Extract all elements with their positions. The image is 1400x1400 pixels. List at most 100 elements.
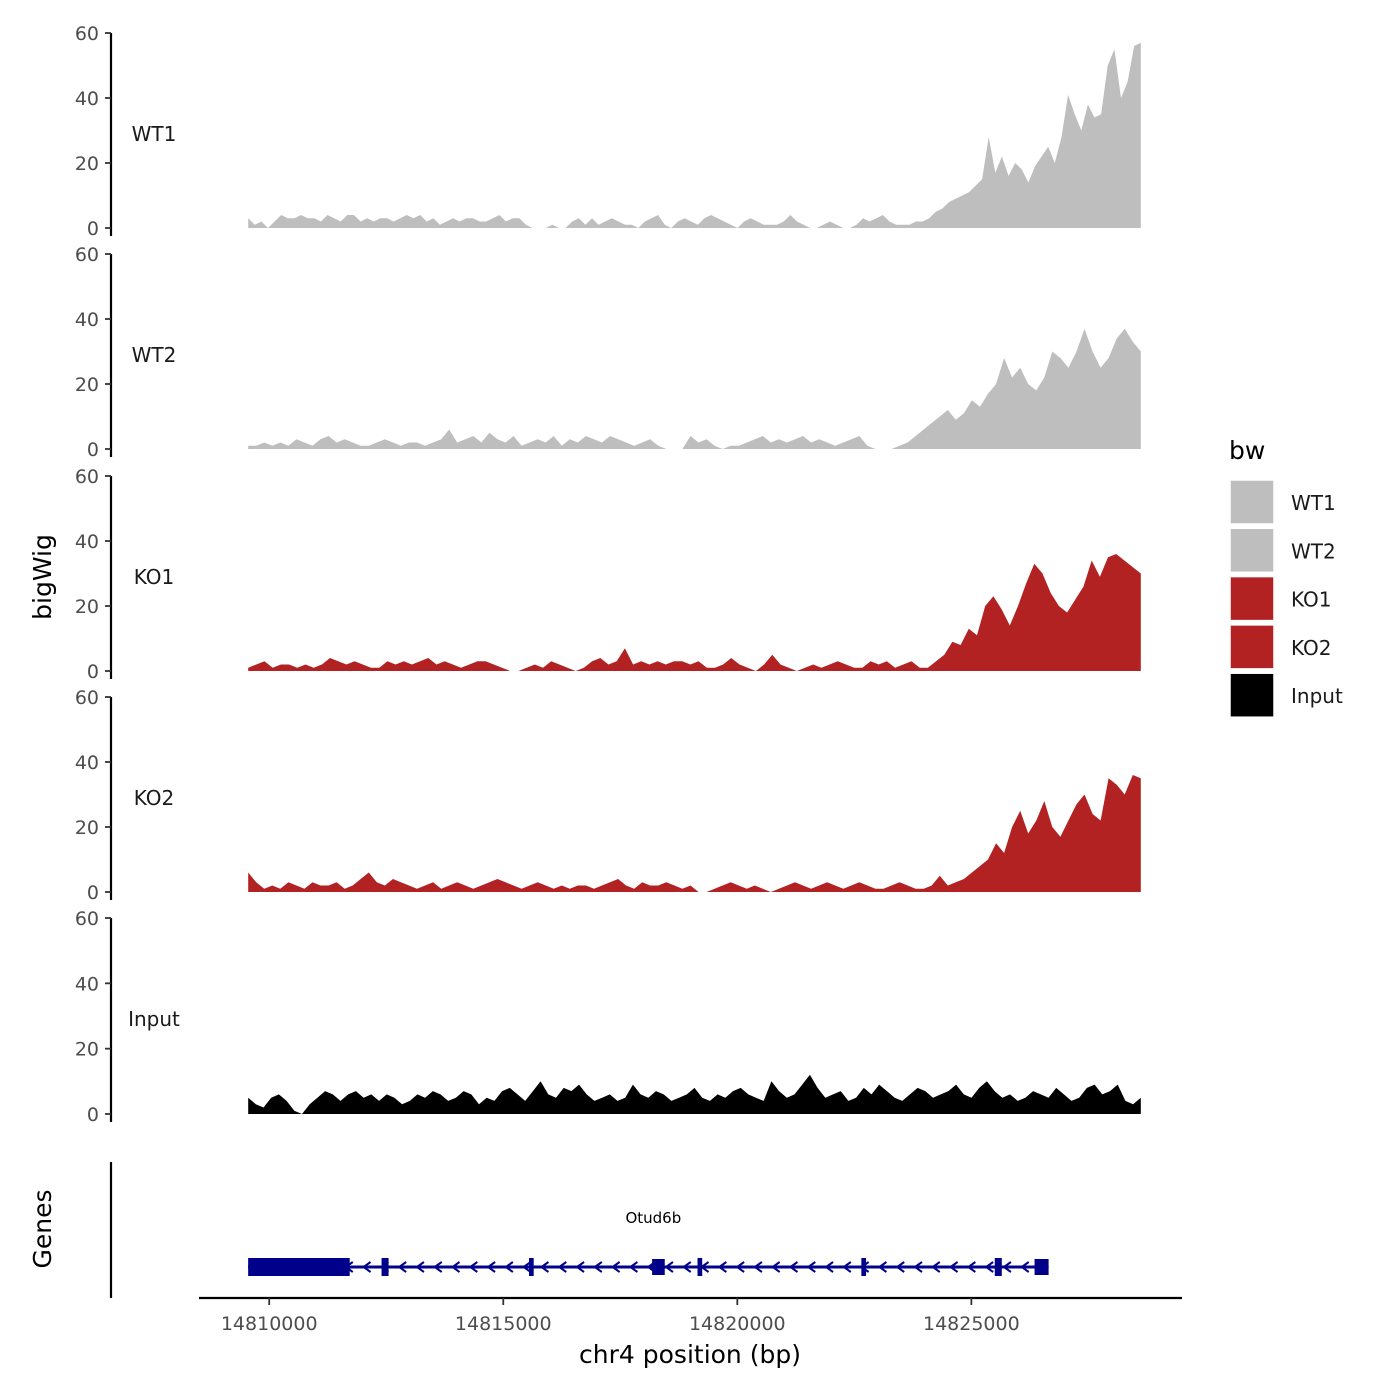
strand-arrow (433, 1261, 443, 1273)
track-label-input: Input (128, 1007, 180, 1031)
x-tick-label: 14820000 (689, 1313, 786, 1335)
y-tick-label: 40 (75, 531, 99, 553)
legend-item-wt2: WT2 (1229, 527, 1336, 574)
legend-item-wt1: WT1 (1229, 479, 1336, 525)
gene-exon (248, 1258, 350, 1276)
x-tick-label: 14810000 (221, 1313, 318, 1335)
y-tick-label: 20 (75, 596, 99, 618)
strand-arrow (895, 1261, 905, 1273)
legend-swatch (1229, 527, 1275, 574)
legend-label: WT1 (1291, 491, 1336, 515)
signal-area-ko2 (248, 775, 1141, 892)
y-tick-label: 20 (75, 1039, 99, 1061)
y-tick-label: 0 (87, 439, 99, 461)
gene-exon (1034, 1259, 1049, 1275)
track-label-ko1: KO1 (134, 565, 175, 589)
strand-arrow (575, 1261, 585, 1273)
strand-arrow (539, 1261, 550, 1273)
y-tick-label: 40 (75, 88, 99, 110)
legend-label: WT2 (1291, 539, 1336, 563)
y-tick-label: 20 (75, 153, 99, 175)
strand-arrow (984, 1261, 994, 1273)
signal-tracks: 0 20 40 60 WT1 0 20 40 60 WT2 0 20 40 60 KO1 0 20 40 60 KO2… (75, 23, 1141, 1126)
gene-name-label: Otud6b (625, 1209, 681, 1227)
strand-arrow (788, 1261, 799, 1273)
x-axis: 14810000 14815000 14820000 14825000 (199, 1296, 1182, 1335)
x-tick-label: 14815000 (455, 1313, 552, 1335)
y-tick-label: 40 (75, 973, 99, 995)
signal-area-wt2 (248, 328, 1141, 449)
strand-arrow (557, 1261, 567, 1273)
y-tick-label: 40 (75, 752, 99, 774)
track-label-ko2: KO2 (134, 786, 175, 810)
gene-track: Otud6b (109, 1162, 1049, 1298)
strand-arrow (966, 1261, 976, 1273)
y-tick-label: 60 (75, 23, 99, 45)
strand-arrow (735, 1261, 745, 1273)
x-axis-title: chr4 position (bp) (579, 1340, 801, 1369)
y-tick-label: 40 (75, 309, 99, 331)
strand-arrow (1019, 1261, 1030, 1273)
legend-item-input: Input (1229, 672, 1343, 718)
gene-exon (861, 1258, 867, 1276)
y-axis-title: bigWig (28, 534, 57, 620)
gene-exon (381, 1258, 389, 1276)
strand-arrow (361, 1261, 372, 1273)
y-tick-label: 0 (87, 218, 99, 240)
strand-arrow (628, 1261, 638, 1273)
track-ko1: 0 20 40 60 KO1 (75, 466, 1141, 683)
strand-arrow (682, 1261, 692, 1273)
strand-arrow (842, 1261, 852, 1273)
legend-swatch (1229, 575, 1275, 622)
legend-item-ko1: KO1 (1229, 575, 1332, 622)
gene-exon (652, 1259, 665, 1275)
track-label-wt1: WT1 (132, 122, 177, 146)
strand-arrow (770, 1261, 781, 1273)
strand-arrow (610, 1261, 621, 1273)
gene-track-title: Genes (28, 1189, 57, 1268)
gene-exon (994, 1258, 1002, 1276)
gene-models: Otud6b (248, 1209, 1049, 1276)
signal-area-ko1 (248, 554, 1141, 671)
legend-label: Input (1291, 684, 1343, 708)
y-tick-label: 60 (75, 908, 99, 930)
legend-item-ko2: KO2 (1229, 624, 1332, 670)
y-tick-label: 0 (87, 882, 99, 904)
strand-arrow (397, 1261, 407, 1273)
gene-exon (529, 1258, 534, 1276)
strand-arrow (717, 1261, 727, 1273)
track-input: 0 20 40 60 Input (75, 908, 1141, 1126)
gene-exon (697, 1258, 703, 1276)
legend-swatch (1229, 672, 1275, 718)
signal-area-wt1 (248, 42, 1141, 228)
strand-arrow (468, 1261, 478, 1273)
strand-arrow (824, 1261, 834, 1273)
gene-otud6b: Otud6b (248, 1209, 1049, 1276)
strand-arrow (450, 1261, 461, 1273)
legend-swatch (1229, 479, 1275, 525)
strand-arrow (877, 1261, 888, 1273)
strand-arrow (521, 1261, 532, 1273)
y-tick-label: 60 (75, 687, 99, 709)
y-tick-label: 0 (87, 1104, 99, 1126)
legend: bw WT1 WT2 KO1 KO2 Input (1229, 436, 1343, 718)
y-tick-label: 20 (75, 374, 99, 396)
legend-title: bw (1229, 436, 1265, 465)
strand-arrow (664, 1261, 674, 1273)
strand-arrow (1002, 1261, 1012, 1273)
strand-arrow (504, 1261, 514, 1273)
track-wt2: 0 20 40 60 WT2 (75, 244, 1141, 461)
legend-label: KO2 (1291, 636, 1332, 660)
strand-arrow (753, 1261, 763, 1273)
y-tick-label: 0 (87, 661, 99, 683)
strand-arrow (415, 1261, 425, 1273)
y-tick-label: 60 (75, 466, 99, 488)
strand-arrow (948, 1261, 959, 1273)
strand-arrow (806, 1261, 816, 1273)
x-axis-ticks: 14810000 14815000 14820000 14825000 (221, 1298, 1020, 1335)
strand-arrow (931, 1261, 941, 1273)
signal-area-input (248, 1074, 1141, 1114)
x-tick-label: 14825000 (923, 1313, 1020, 1335)
track-label-wt2: WT2 (132, 343, 177, 367)
